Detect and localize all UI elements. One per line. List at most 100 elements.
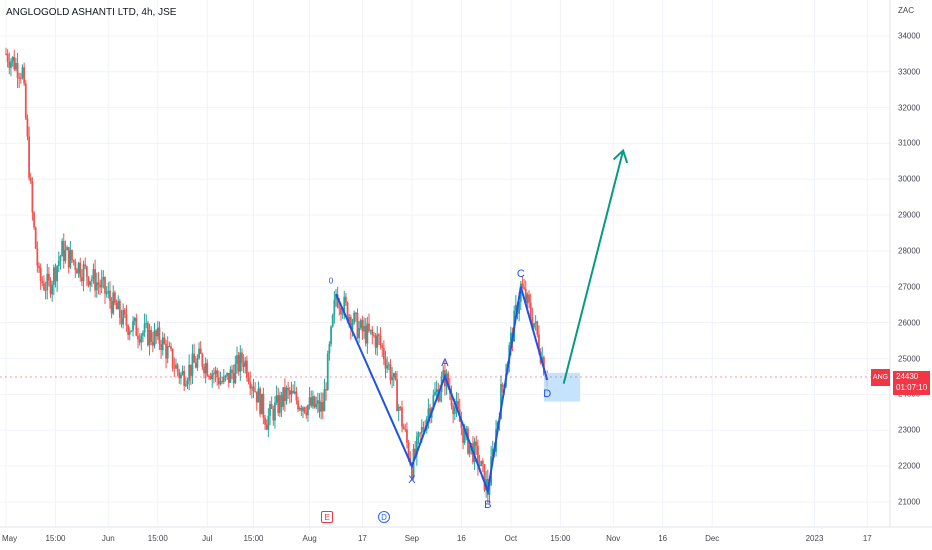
chart-grid bbox=[0, 0, 890, 527]
candle-body bbox=[510, 332, 512, 346]
candle-body bbox=[475, 441, 478, 446]
candle-body bbox=[285, 387, 288, 402]
candle-body bbox=[330, 326, 332, 345]
candle-body bbox=[81, 277, 83, 282]
x-tick-label: Nov bbox=[606, 534, 621, 543]
candle-body bbox=[335, 294, 337, 300]
candle-body bbox=[237, 355, 240, 372]
candle-body bbox=[168, 346, 171, 348]
candle-body bbox=[125, 314, 128, 326]
candle-body bbox=[128, 331, 131, 335]
candle-body bbox=[376, 334, 379, 348]
candle-body bbox=[534, 321, 537, 324]
candle-body bbox=[404, 429, 407, 431]
candle-body bbox=[120, 317, 123, 325]
candle-body bbox=[8, 61, 11, 68]
candle-body bbox=[33, 212, 35, 228]
candle-body bbox=[104, 277, 106, 294]
candle-body bbox=[523, 287, 525, 289]
candle-body bbox=[313, 396, 316, 408]
symbol-tag[interactable]: ANG bbox=[871, 369, 890, 386]
candle-body bbox=[439, 392, 441, 402]
dividend-marker[interactable]: D bbox=[378, 511, 390, 523]
candle-body bbox=[287, 387, 290, 391]
candle-body bbox=[114, 292, 116, 303]
candle-body bbox=[95, 282, 98, 291]
candle-body bbox=[473, 441, 476, 463]
candle-body bbox=[382, 347, 385, 360]
candle-body bbox=[29, 177, 32, 182]
candle-body bbox=[160, 343, 162, 351]
candle-body bbox=[312, 396, 314, 407]
y-tick-label: 29000 bbox=[898, 210, 921, 220]
earnings-marker[interactable]: E bbox=[321, 511, 333, 523]
candle-body bbox=[249, 381, 252, 389]
candle-body bbox=[478, 465, 481, 467]
candle-body bbox=[269, 403, 271, 416]
candle-body bbox=[155, 330, 158, 337]
candle-body bbox=[110, 301, 113, 314]
candle-body bbox=[435, 389, 438, 393]
candle-body bbox=[279, 395, 281, 413]
y-tick-label: 21000 bbox=[898, 497, 921, 507]
candle-body bbox=[468, 445, 471, 454]
candle-body bbox=[533, 323, 535, 328]
candle-body bbox=[303, 407, 306, 413]
candle-body bbox=[320, 402, 323, 412]
candle-body bbox=[204, 363, 207, 374]
x-tick-label: Jul bbox=[202, 534, 213, 543]
y-tick-label: 32000 bbox=[898, 103, 921, 113]
candle-body bbox=[49, 280, 52, 295]
candle-body bbox=[369, 329, 372, 331]
candle-body bbox=[318, 400, 321, 412]
candle-body bbox=[221, 381, 224, 383]
candle-body bbox=[396, 379, 398, 412]
candle-body bbox=[89, 281, 92, 286]
candle-body bbox=[64, 249, 67, 262]
candle-body bbox=[66, 247, 68, 250]
bar-countdown: 01:07:10 bbox=[896, 383, 928, 392]
candle-body bbox=[260, 393, 263, 415]
candle-body bbox=[321, 402, 324, 412]
y-tick-label: 31000 bbox=[898, 138, 921, 148]
candle-body bbox=[420, 427, 423, 434]
candle-body bbox=[368, 323, 370, 331]
candle-body bbox=[242, 362, 245, 367]
candle-body bbox=[232, 373, 235, 384]
y-tick-label: 34000 bbox=[898, 31, 921, 41]
candle-body bbox=[183, 370, 186, 386]
candle-body bbox=[203, 366, 205, 374]
candle-body bbox=[526, 294, 529, 304]
candle-body bbox=[280, 395, 283, 407]
candle-body bbox=[156, 327, 159, 337]
x-tick-label: 15:00 bbox=[550, 534, 571, 543]
candle-body bbox=[244, 360, 247, 367]
candle-body bbox=[305, 412, 308, 416]
candle-body bbox=[107, 290, 110, 294]
candle-body bbox=[171, 348, 174, 368]
candle-body bbox=[272, 409, 275, 421]
candle-body bbox=[16, 63, 19, 78]
candle-body bbox=[90, 279, 93, 282]
candle-body bbox=[429, 408, 431, 418]
candle-body bbox=[417, 432, 420, 437]
candle-body bbox=[341, 313, 344, 315]
candle-body bbox=[529, 302, 532, 318]
y-tick-label: 33000 bbox=[898, 67, 921, 77]
candle-body bbox=[288, 390, 291, 395]
candle-body bbox=[343, 296, 346, 314]
candle-body bbox=[231, 369, 233, 374]
candle-body bbox=[142, 332, 144, 336]
candle-body bbox=[219, 381, 222, 385]
candle-body bbox=[346, 302, 349, 322]
candle-body bbox=[34, 227, 37, 249]
candle-body bbox=[477, 445, 479, 466]
candle-body bbox=[481, 460, 484, 465]
candle-body bbox=[283, 387, 286, 402]
candle-body bbox=[455, 401, 458, 408]
candle-body bbox=[528, 294, 530, 303]
candle-body bbox=[102, 277, 105, 280]
y-tick-label: 27000 bbox=[898, 282, 921, 292]
candle-body bbox=[488, 485, 491, 495]
